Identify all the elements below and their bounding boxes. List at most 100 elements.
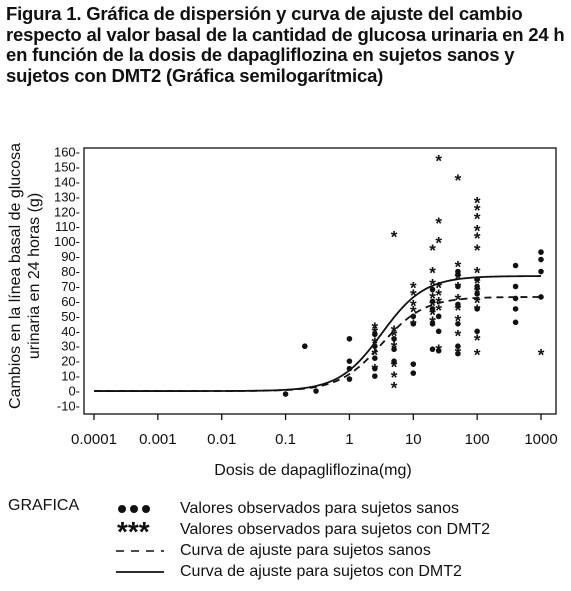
healthy-data-point [372,373,378,379]
asterisk-marker-icon: *** [117,519,150,540]
healthy-data-point [455,343,461,350]
dmt2-data-point: * [410,286,417,305]
dmt2-data-point: * [410,296,417,315]
y-axis-label: Cambios en la línea basal de glucosa urin… [7,143,43,409]
dmt2-data-point: * [474,331,481,350]
healthy-data-point [512,306,519,312]
healthy-data-point [435,328,442,335]
dmt2-data-point: * [435,341,442,360]
y-tick-label: 30- [61,339,80,354]
plot-frame [83,147,557,415]
dmt2-data-point: * [474,293,481,312]
healthy-data-point [346,376,353,382]
dmt2-data-point: * [455,278,462,297]
healthy-data-point [435,347,442,354]
healthy-data-point [474,283,480,290]
dmt2-data-point: * [391,338,398,357]
dmt2-data-point: * [372,319,379,338]
dmt2-data-point: * [391,228,398,247]
x-tick-label: 100 [465,431,490,448]
healthy-data-point [538,268,544,275]
legend-label: Curva de ajuste para sujetos con DMT2 [180,563,462,580]
y-axis-ticks: -10-0-10-20-30-40-50-60-70-80-90-100-110… [54,145,80,414]
healthy-data-point [538,256,544,263]
legend-label: Curva de ajuste para sujetos sanos [180,542,431,559]
dmt2-data-point: * [455,171,462,190]
dmt2-data-point: * [474,201,481,220]
plot-axes [83,147,557,415]
dmt2-data-point: * [474,301,481,320]
dmt2-data-point: * [372,334,379,353]
dmt2-data-point: * [435,234,442,253]
healthy-data-point [346,335,353,342]
x-tick-label: 1 [345,431,353,448]
dmt2-data-point: * [474,264,481,283]
healthy-data-point [429,346,436,353]
data-points: ****************************************… [282,151,545,398]
healthy-data-point [391,335,397,342]
healthy-data-point [538,294,544,300]
dmt2-data-point: * [435,286,442,305]
healthy-data-point [346,365,353,372]
y-tick-label: 20- [61,354,80,369]
y-tick-label: 130- [54,189,80,204]
healthy-data-point [538,249,544,255]
healthy-data-point [410,361,417,367]
x-tick-label: 0.0001 [71,431,117,448]
dmt2-data-point: * [429,305,436,324]
dmt2-data-point: * [455,301,462,320]
y-tick-label: 160- [54,145,80,160]
dmt2-data-point: * [410,316,417,335]
legend-item-healthy-points: Valores observados para sujetos sanos [116,498,566,519]
dmt2-data-point: * [455,326,462,345]
healthy-data-point [372,343,378,350]
dot-marker-icon [118,505,150,513]
dmt2-data-point: * [372,361,379,380]
legend-item-dmt2-points: *** Valores observados para sujetos con … [116,519,566,540]
x-axis-ticks: 0.0001 0.001 0.01 0.1 1 10 100 1000 [71,414,558,448]
dmt2-data-point: * [455,258,462,277]
y-tick-label: 110- [55,219,80,234]
dmt2-data-point: * [435,151,442,170]
healthy-data-point [429,298,436,305]
y-tick-label: 100- [54,234,80,249]
dmt2-data-point: * [391,368,398,387]
dmt2-data-point: * [474,274,481,293]
healthy-data-point [455,283,461,290]
healthy-data-point [474,306,480,312]
x-tick-label: 10 [405,431,422,448]
legend-item-healthy-curve: Curva de ajuste para sujetos sanos [116,540,566,561]
healthy-data-point [282,391,289,397]
figure-title: Figura 1. Gráfica de dispersión y curva … [6,3,565,86]
y-tick-label: 140- [54,174,80,189]
solid-line-icon [116,571,164,573]
x-tick-label: 0.01 [207,431,236,448]
healthy-data-point [301,343,308,350]
healthy-data-point [455,301,461,308]
svg-text:***: *** [117,519,150,540]
dmt2-data-point: * [455,344,462,363]
dmt2-data-point: * [455,290,462,309]
y-tick-label: 50- [61,309,80,324]
healthy-data-point [410,313,417,320]
healthy-data-point [313,388,319,394]
y-tick-label: 120- [54,204,80,219]
dmt2-data-point: * [435,278,442,297]
dmt2-data-point: * [429,296,436,315]
dmt2-data-point: * [391,322,398,341]
dmt2-data-point: * [372,346,379,365]
dmt2-data-point: * [474,283,481,302]
healthy-data-point [429,306,436,312]
dmt2-data-point: * [455,311,462,330]
dmt2-data-point: * [429,313,436,332]
y-tick-label: 70- [61,279,80,294]
dmt2-data-point: * [410,278,417,297]
healthy-data-point [391,358,397,364]
healthy-data-point [429,321,436,327]
dmt2-data-point: * [391,358,398,377]
legend-item-dmt2-curve: Curva de ajuste para sujetos con DMT2 [116,561,566,582]
healthy-data-point [372,365,378,372]
healthy-data-point [455,321,461,327]
dmt2-data-point: * [429,275,436,294]
healthy-data-point [410,321,417,327]
